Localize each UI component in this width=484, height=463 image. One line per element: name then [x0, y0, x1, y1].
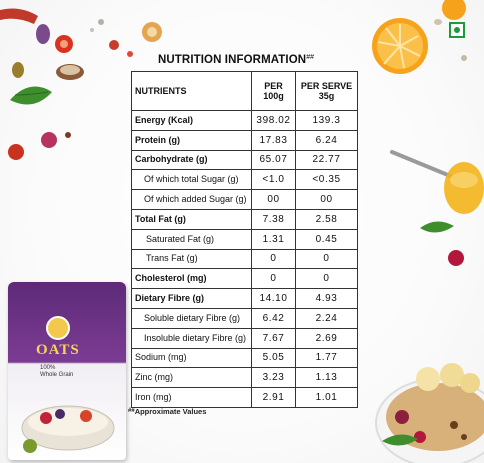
table-row: Total Fat (g) 7.38 2.58 — [131, 208, 358, 230]
pack-oat-bowl-icon — [21, 405, 115, 453]
value-per-serve: 00 — [295, 189, 358, 210]
table-row: Energy (Kcal) 398.02 139.3 — [131, 110, 358, 131]
header-nutrients: NUTRIENTS — [131, 71, 252, 111]
table-row: Cholesterol (mg) 0 0 — [131, 268, 358, 290]
table-row: Iron (mg) 2.91 1.01 — [131, 387, 358, 408]
value-per-100g: 7.67 — [251, 327, 296, 349]
nutrient-label: Protein (g) — [131, 129, 252, 151]
value-per-serve: 139.3 — [295, 110, 358, 131]
pack-subtitle-line2: Whole Grain — [40, 372, 74, 378]
value-per-100g: 2.91 — [251, 387, 296, 408]
value-per-100g: <1.0 — [251, 169, 296, 191]
table-row: Sodium (mg) 5.05 1.77 — [131, 347, 358, 369]
value-per-100g: 3.23 — [251, 367, 296, 389]
title-footnote-mark: ## — [306, 54, 315, 61]
nutrient-label: Cholesterol (mg) — [131, 268, 252, 290]
pack-subtitle-line1: 100% — [40, 365, 56, 371]
value-per-serve: 1.77 — [295, 347, 358, 369]
header-per-100g-line1: PER — [264, 81, 283, 91]
pack-subtitle: 100% Whole Grain — [40, 365, 73, 379]
value-per-serve: 0 — [295, 268, 358, 290]
nutrient-label: Total Fat (g) — [131, 208, 252, 230]
value-per-serve: 2.69 — [295, 327, 358, 349]
value-per-serve: 4.93 — [295, 288, 358, 309]
table-row: Protein (g) 17.83 6.24 — [131, 129, 358, 151]
nutrient-label: Zinc (mg) — [131, 367, 252, 389]
value-per-serve: 2.58 — [295, 208, 358, 230]
nutrition-table: NUTRIENTS PER 100g PER SERVE 35g Energy … — [131, 71, 358, 408]
value-per-serve: 6.24 — [295, 129, 358, 151]
value-per-100g: 6.42 — [251, 307, 296, 329]
nutrient-label: Insoluble dietary Fibre (g) — [131, 327, 252, 349]
nutrient-label: Of which total Sugar (g) — [131, 169, 252, 191]
value-per-serve: 0.45 — [295, 228, 358, 250]
value-per-100g: 5.05 — [251, 347, 296, 369]
nutrient-label: Carbohydrate (g) — [131, 149, 252, 171]
nutrient-label: Of which added Sugar (g) — [131, 189, 252, 210]
nutrient-label: Sodium (mg) — [131, 347, 252, 369]
nutrient-label: Iron (mg) — [131, 387, 252, 408]
value-per-100g: 00 — [251, 189, 296, 210]
orange-slice-decoration — [372, 0, 467, 74]
table-row: Carbohydrate (g) 65.07 22.77 — [131, 149, 358, 171]
footnote-text: Approximate Values — [134, 407, 207, 416]
table-row: Saturated Fat (g) 1.31 0.45 — [131, 228, 358, 250]
pack-brand-logo-icon — [46, 316, 70, 340]
nutrition-title-text: NUTRITION INFORMATION — [158, 54, 307, 66]
nutrient-label: Energy (Kcal) — [131, 110, 252, 131]
value-per-100g: 7.38 — [251, 208, 296, 230]
value-per-100g: 14.10 — [251, 288, 296, 309]
header-per-100g: PER 100g — [251, 71, 296, 111]
header-per-100g-line2: 100g — [263, 91, 284, 101]
value-per-100g: 1.31 — [251, 228, 296, 250]
table-header-row: NUTRIENTS PER 100g PER SERVE 35g — [131, 71, 358, 111]
table-row: Of which added Sugar (g) 00 00 — [131, 189, 358, 210]
value-per-100g: 17.83 — [251, 129, 296, 151]
value-per-serve: <0.35 — [295, 169, 358, 191]
footnote-mark: ## — [128, 408, 135, 414]
header-per-serve: PER SERVE 35g — [295, 71, 358, 111]
value-per-serve: 2.24 — [295, 307, 358, 329]
header-per-serve-line2: 35g — [318, 91, 335, 101]
nutrition-title: NUTRITION INFORMATION## — [158, 54, 314, 66]
value-per-serve: 1.01 — [295, 387, 358, 408]
table-row: Dietary Fibre (g) 14.10 4.93 — [131, 288, 358, 309]
nutrient-label: Dietary Fibre (g) — [131, 288, 252, 309]
table-row: Trans Fat (g) 0 0 — [131, 248, 358, 270]
top-left-ingredients-decoration — [0, 8, 162, 160]
table-row: Insoluble dietary Fibre (g) 7.67 2.69 — [131, 327, 358, 349]
nutrient-label: Saturated Fat (g) — [131, 228, 252, 250]
pack-brand-label: OATS — [36, 342, 80, 358]
table-row: Of which total Sugar (g) <1.0 <0.35 — [131, 169, 358, 191]
fruit-oat-bowl-decoration — [375, 363, 484, 463]
value-per-100g: 398.02 — [251, 110, 296, 131]
honey-spoon-decoration — [390, 150, 484, 266]
value-per-serve: 0 — [295, 248, 358, 270]
value-per-serve: 1.13 — [295, 367, 358, 389]
table-row: Zinc (mg) 3.23 1.13 — [131, 367, 358, 389]
table-row: Soluble dietary Fibre (g) 6.42 2.24 — [131, 307, 358, 329]
header-per-serve-line1: PER SERVE — [300, 81, 353, 91]
vegetarian-mark-icon — [449, 22, 465, 38]
value-per-100g: 0 — [251, 268, 296, 290]
nutrient-label: Soluble dietary Fibre (g) — [131, 307, 252, 329]
approximate-values-footnote: ##Approximate Values — [128, 407, 206, 416]
value-per-serve: 22.77 — [295, 149, 358, 171]
value-per-100g: 0 — [251, 248, 296, 270]
value-per-100g: 65.07 — [251, 149, 296, 171]
nutrient-label: Trans Fat (g) — [131, 248, 252, 270]
